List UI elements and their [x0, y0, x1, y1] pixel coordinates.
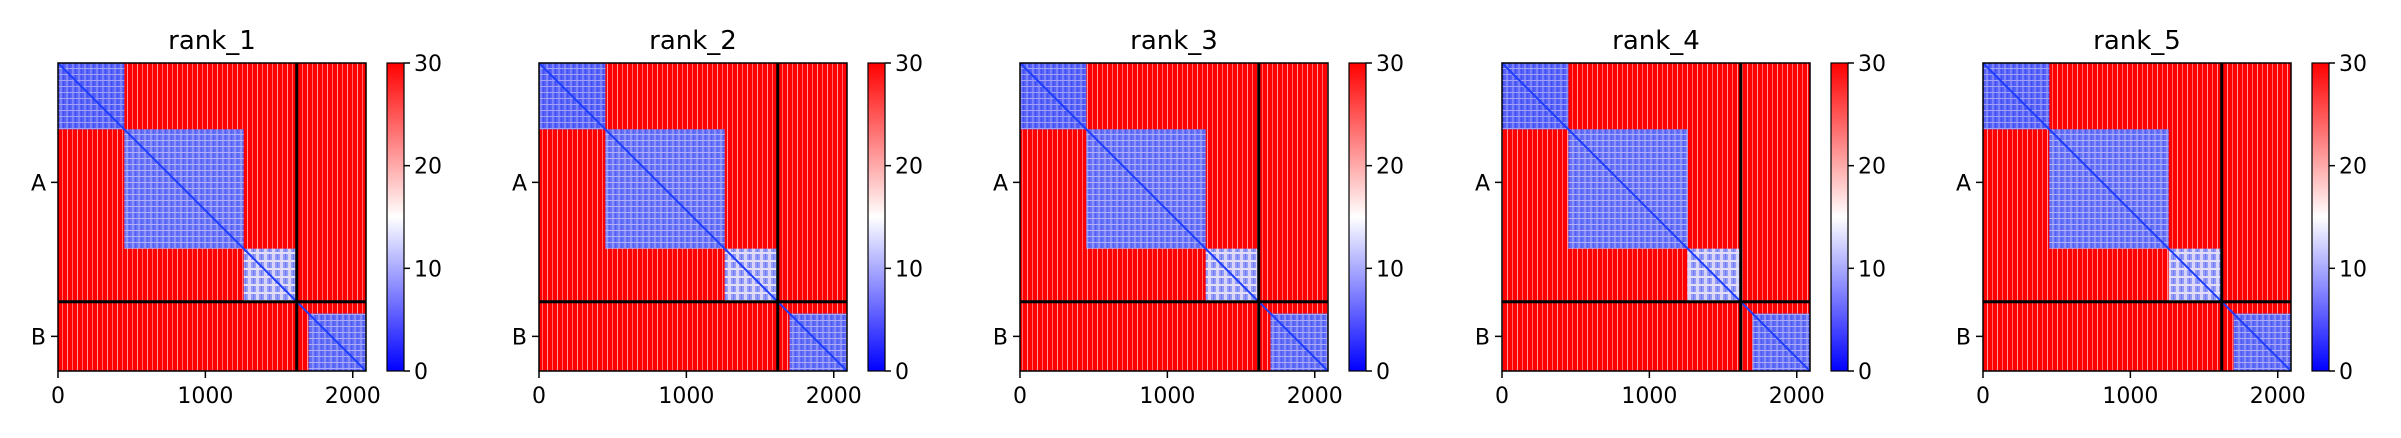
panel-title: rank_1 [168, 26, 256, 56]
y-tick-label: A [1475, 171, 1490, 196]
axes-frame [1982, 62, 2292, 372]
x-tick-label: 2000 [806, 384, 862, 409]
colorbar [867, 62, 886, 372]
heatmap-panel-1: rank_1 0 1000 2000 A B 0 10 20 30 [31, 26, 442, 409]
colorbar-tick-label: 0 [895, 360, 909, 385]
axes-frame [538, 62, 848, 372]
diagonal-line [1501, 62, 1811, 372]
axes-frame [57, 62, 367, 372]
colorbar-tick-label: 10 [414, 257, 442, 282]
colorbar-tick-label: 30 [1858, 52, 1886, 77]
colorbar-tick-label: 10 [1376, 257, 1404, 282]
y-tick-label: B [1475, 325, 1490, 350]
colorbar-tick-label: 20 [414, 155, 442, 180]
colorbar-tick-label: 20 [1376, 155, 1404, 180]
diagonal-line [538, 62, 848, 372]
x-tick-label: 0 [1013, 384, 1027, 409]
diagonal-line [1019, 62, 1329, 372]
colorbar-tick-label: 10 [2339, 257, 2367, 282]
colorbar-tick-label: 20 [2339, 155, 2367, 180]
y-tick-label: B [1956, 325, 1971, 350]
y-tick-label: A [1956, 171, 1971, 196]
panel-title: rank_2 [649, 26, 737, 56]
y-tick-label: B [31, 325, 46, 350]
x-tick-label: 1000 [1621, 384, 1677, 409]
panel-title: rank_3 [1130, 26, 1218, 56]
x-tick-label: 0 [51, 384, 65, 409]
x-tick-label: 2000 [325, 384, 381, 409]
y-tick-label: B [512, 325, 527, 350]
colorbar-tick-label: 30 [1376, 52, 1404, 77]
heatmap-panel-4: rank_4 0 1000 2000 A B 0 10 20 30 [1475, 26, 1886, 409]
axes-frame [1501, 62, 1811, 372]
y-tick-label: A [512, 171, 527, 196]
heatmap-panel-5: rank_5 0 1000 2000 A B 0 10 20 30 [1956, 26, 2367, 409]
y-tick-label: B [993, 325, 1008, 350]
colorbar-tick-label: 0 [1376, 360, 1390, 385]
colorbar-tick-label: 0 [414, 360, 428, 385]
x-tick-label: 2000 [2250, 384, 2306, 409]
x-tick-label: 1000 [658, 384, 714, 409]
panel-title: rank_4 [1612, 26, 1700, 56]
colorbar [386, 62, 405, 372]
diagonal-line [1982, 62, 2292, 372]
colorbar [2311, 62, 2330, 372]
x-tick-label: 2000 [1287, 384, 1343, 409]
x-tick-label: 1000 [2102, 384, 2158, 409]
x-tick-label: 0 [1976, 384, 1990, 409]
x-tick-label: 2000 [1769, 384, 1825, 409]
colorbar-tick-label: 20 [895, 155, 923, 180]
heatmap-panel-3: rank_3 0 1000 2000 A B 0 10 20 30 [993, 26, 1404, 409]
x-tick-label: 0 [1495, 384, 1509, 409]
x-tick-label: 1000 [177, 384, 233, 409]
x-tick-label: 1000 [1139, 384, 1195, 409]
colorbar [1830, 62, 1849, 372]
axes-frame [1019, 62, 1329, 372]
colorbar-tick-label: 30 [414, 52, 442, 77]
colorbar-tick-label: 10 [1858, 257, 1886, 282]
colorbar-tick-label: 20 [1858, 155, 1886, 180]
colorbar-tick-label: 10 [895, 257, 923, 282]
colorbar-tick-label: 30 [895, 52, 923, 77]
heatmap-panel-2: rank_2 0 1000 2000 A B 0 10 20 30 [512, 26, 923, 409]
y-tick-label: A [993, 171, 1008, 196]
x-tick-label: 0 [532, 384, 546, 409]
colorbar-tick-label: 30 [2339, 52, 2367, 77]
colorbar-tick-label: 0 [2339, 360, 2353, 385]
y-tick-label: A [31, 171, 46, 196]
colorbar [1348, 62, 1367, 372]
colorbar-tick-label: 0 [1858, 360, 1872, 385]
panel-title: rank_5 [2093, 26, 2181, 56]
diagonal-line [57, 62, 367, 372]
